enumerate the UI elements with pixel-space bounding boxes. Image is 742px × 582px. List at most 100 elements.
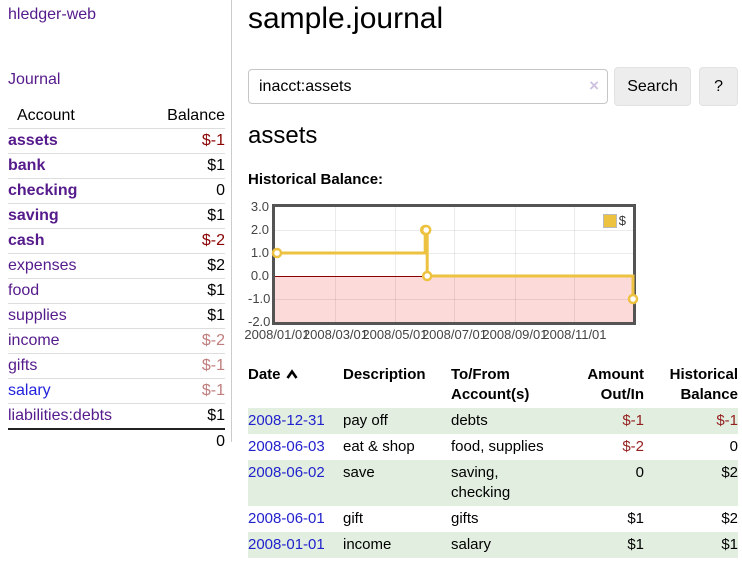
header-date[interactable]: Date — [248, 362, 343, 408]
gridline — [574, 207, 576, 322]
account-row-cash: cash $-2 — [8, 228, 225, 254]
account-link-food[interactable]: food — [8, 282, 40, 299]
sidebar: hledger-web Journal Account Balance asse… — [0, 0, 232, 454]
transactions-header-row: Date Description To/From Account(s) Amou… — [248, 362, 738, 408]
transaction-date-link[interactable]: 2008-06-03 — [248, 438, 325, 455]
transaction-accounts: gifts — [451, 510, 479, 527]
chart-legend: $ — [602, 213, 626, 228]
account-balance-income: $-2 — [201, 332, 225, 349]
account-balance-cash: $-2 — [201, 232, 225, 249]
negative-region — [275, 276, 633, 322]
x-axis-label: 2008/01/01 — [244, 327, 310, 342]
transaction-date-link[interactable]: 2008-06-01 — [248, 510, 325, 527]
transaction-description: pay off — [343, 412, 388, 429]
header-description[interactable]: Description — [343, 366, 426, 383]
account-balance-checking: 0 — [216, 182, 225, 199]
x-axis-label: 2008/07/01 — [421, 327, 488, 342]
account-link-income[interactable]: income — [8, 332, 60, 349]
transaction-balance: $2 — [721, 510, 738, 527]
brand-link[interactable]: hledger-web — [8, 6, 97, 23]
y-axis-label: -2.0 — [248, 314, 271, 329]
account-link-salary[interactable]: salary — [8, 382, 51, 399]
y-axis-label: 3.0 — [250, 199, 269, 214]
transaction-description: income — [343, 536, 392, 553]
gridline — [275, 253, 633, 254]
legend-label: $ — [618, 213, 626, 228]
transaction-row[interactable]: 2008-06-03 eat & shop food, supplies $-2… — [248, 434, 738, 460]
transaction-amount: $-2 — [622, 438, 644, 455]
account-row-food: food $1 — [8, 278, 225, 304]
y-axis-label: -1.0 — [248, 291, 271, 306]
account-balance-liabilities-debts: $1 — [207, 407, 225, 424]
y-axis-label: 1.0 — [250, 245, 269, 260]
clear-search-icon[interactable]: × — [589, 76, 599, 95]
account-link-supplies[interactable]: supplies — [8, 307, 67, 324]
account-link-cash[interactable]: cash — [8, 232, 45, 249]
help-button[interactable]: ? — [699, 67, 738, 106]
transaction-amount: $1 — [627, 510, 644, 527]
search-button[interactable]: Search — [614, 67, 692, 106]
account-link-checking[interactable]: checking — [8, 182, 78, 199]
account-link-gifts[interactable]: gifts — [8, 357, 38, 374]
accounts-table: Account Balance assets $-1 bank $1 check… — [8, 104, 225, 454]
account-row-checking: checking 0 — [8, 178, 225, 204]
account-row-bank: bank $1 — [8, 153, 225, 179]
sort-ascending-icon — [285, 366, 299, 386]
balance-line — [271, 224, 639, 305]
transaction-row[interactable]: 2008-12-31 pay off debts $-1 $-1 — [248, 408, 738, 434]
account-balance-expenses: $2 — [207, 257, 225, 274]
account-link-bank[interactable]: bank — [8, 157, 46, 174]
transaction-balance: $2 — [721, 464, 738, 481]
transaction-description: save — [343, 464, 375, 481]
account-row-gifts: gifts $-1 — [8, 353, 225, 379]
accounts-total-value: 0 — [147, 428, 225, 454]
header-amount-out-in[interactable]: Amount Out/In — [587, 366, 644, 403]
data-point — [271, 247, 283, 259]
account-row-assets: assets $-1 — [8, 128, 225, 154]
account-row-saving: saving $1 — [8, 203, 225, 229]
transaction-description: eat & shop — [343, 438, 415, 455]
x-axis-label: 2008/11/01 — [542, 327, 607, 342]
sidebar-item-journal[interactable]: Journal — [8, 71, 61, 88]
gridline — [275, 230, 633, 231]
account-row-expenses: expenses $2 — [8, 253, 225, 279]
transaction-amount: 0 — [635, 464, 644, 481]
account-balance-assets: $-1 — [201, 132, 225, 149]
account-link-expenses[interactable]: expenses — [8, 257, 77, 274]
header-to-from-accounts[interactable]: To/From Account(s) — [451, 366, 530, 403]
account-row-liabilities-debts: liabilities:debts $1 — [8, 403, 225, 430]
header-historical-balance[interactable]: Historical Balance — [669, 366, 738, 403]
transaction-balance: $-1 — [716, 412, 738, 429]
accounts-header-row: Account Balance — [8, 104, 225, 129]
search-input[interactable] — [248, 69, 608, 104]
account-link-saving[interactable]: saving — [8, 207, 59, 224]
transactions-table: Date Description To/From Account(s) Amou… — [248, 362, 738, 558]
transaction-date-link[interactable]: 2008-06-02 — [248, 464, 325, 481]
account-heading: assets — [248, 122, 318, 149]
data-point — [627, 293, 639, 305]
account-link-liabilities-debts[interactable]: liabilities:debts — [8, 407, 113, 424]
transaction-date-link[interactable]: 2008-01-01 — [248, 536, 325, 553]
gridline — [514, 207, 516, 322]
gridline — [394, 207, 396, 322]
transaction-date-link[interactable]: 2008-12-31 — [248, 412, 325, 429]
y-axis-label: 0.0 — [250, 268, 269, 283]
accounts-header-account: Account — [17, 107, 75, 124]
transaction-row[interactable]: 2008-06-02 save saving, checking 0 $2 — [248, 460, 738, 506]
transaction-accounts: salary — [451, 536, 492, 553]
main-content: sample.journal × Search ? assets Histori… — [244, 0, 738, 582]
chart-title: Historical Balance: — [248, 171, 384, 188]
account-balance-saving: $1 — [207, 207, 225, 224]
transaction-accounts: saving, checking — [451, 464, 511, 501]
account-link-assets[interactable]: assets — [8, 132, 58, 149]
account-balance-supplies: $1 — [207, 307, 225, 324]
transaction-row[interactable]: 2008-06-01 gift gifts $1 $2 — [248, 506, 738, 532]
transaction-row[interactable]: 2008-01-01 income salary $1 $1 — [248, 532, 738, 558]
transaction-balance: 0 — [729, 438, 738, 455]
transaction-accounts: debts — [451, 412, 488, 429]
x-axis-label: 2008/09/01 — [482, 327, 548, 342]
transaction-amount: $-1 — [622, 412, 644, 429]
account-row-salary: salary $-1 — [8, 378, 225, 404]
accounts-header-balance: Balance — [167, 107, 225, 124]
data-point — [421, 270, 433, 282]
